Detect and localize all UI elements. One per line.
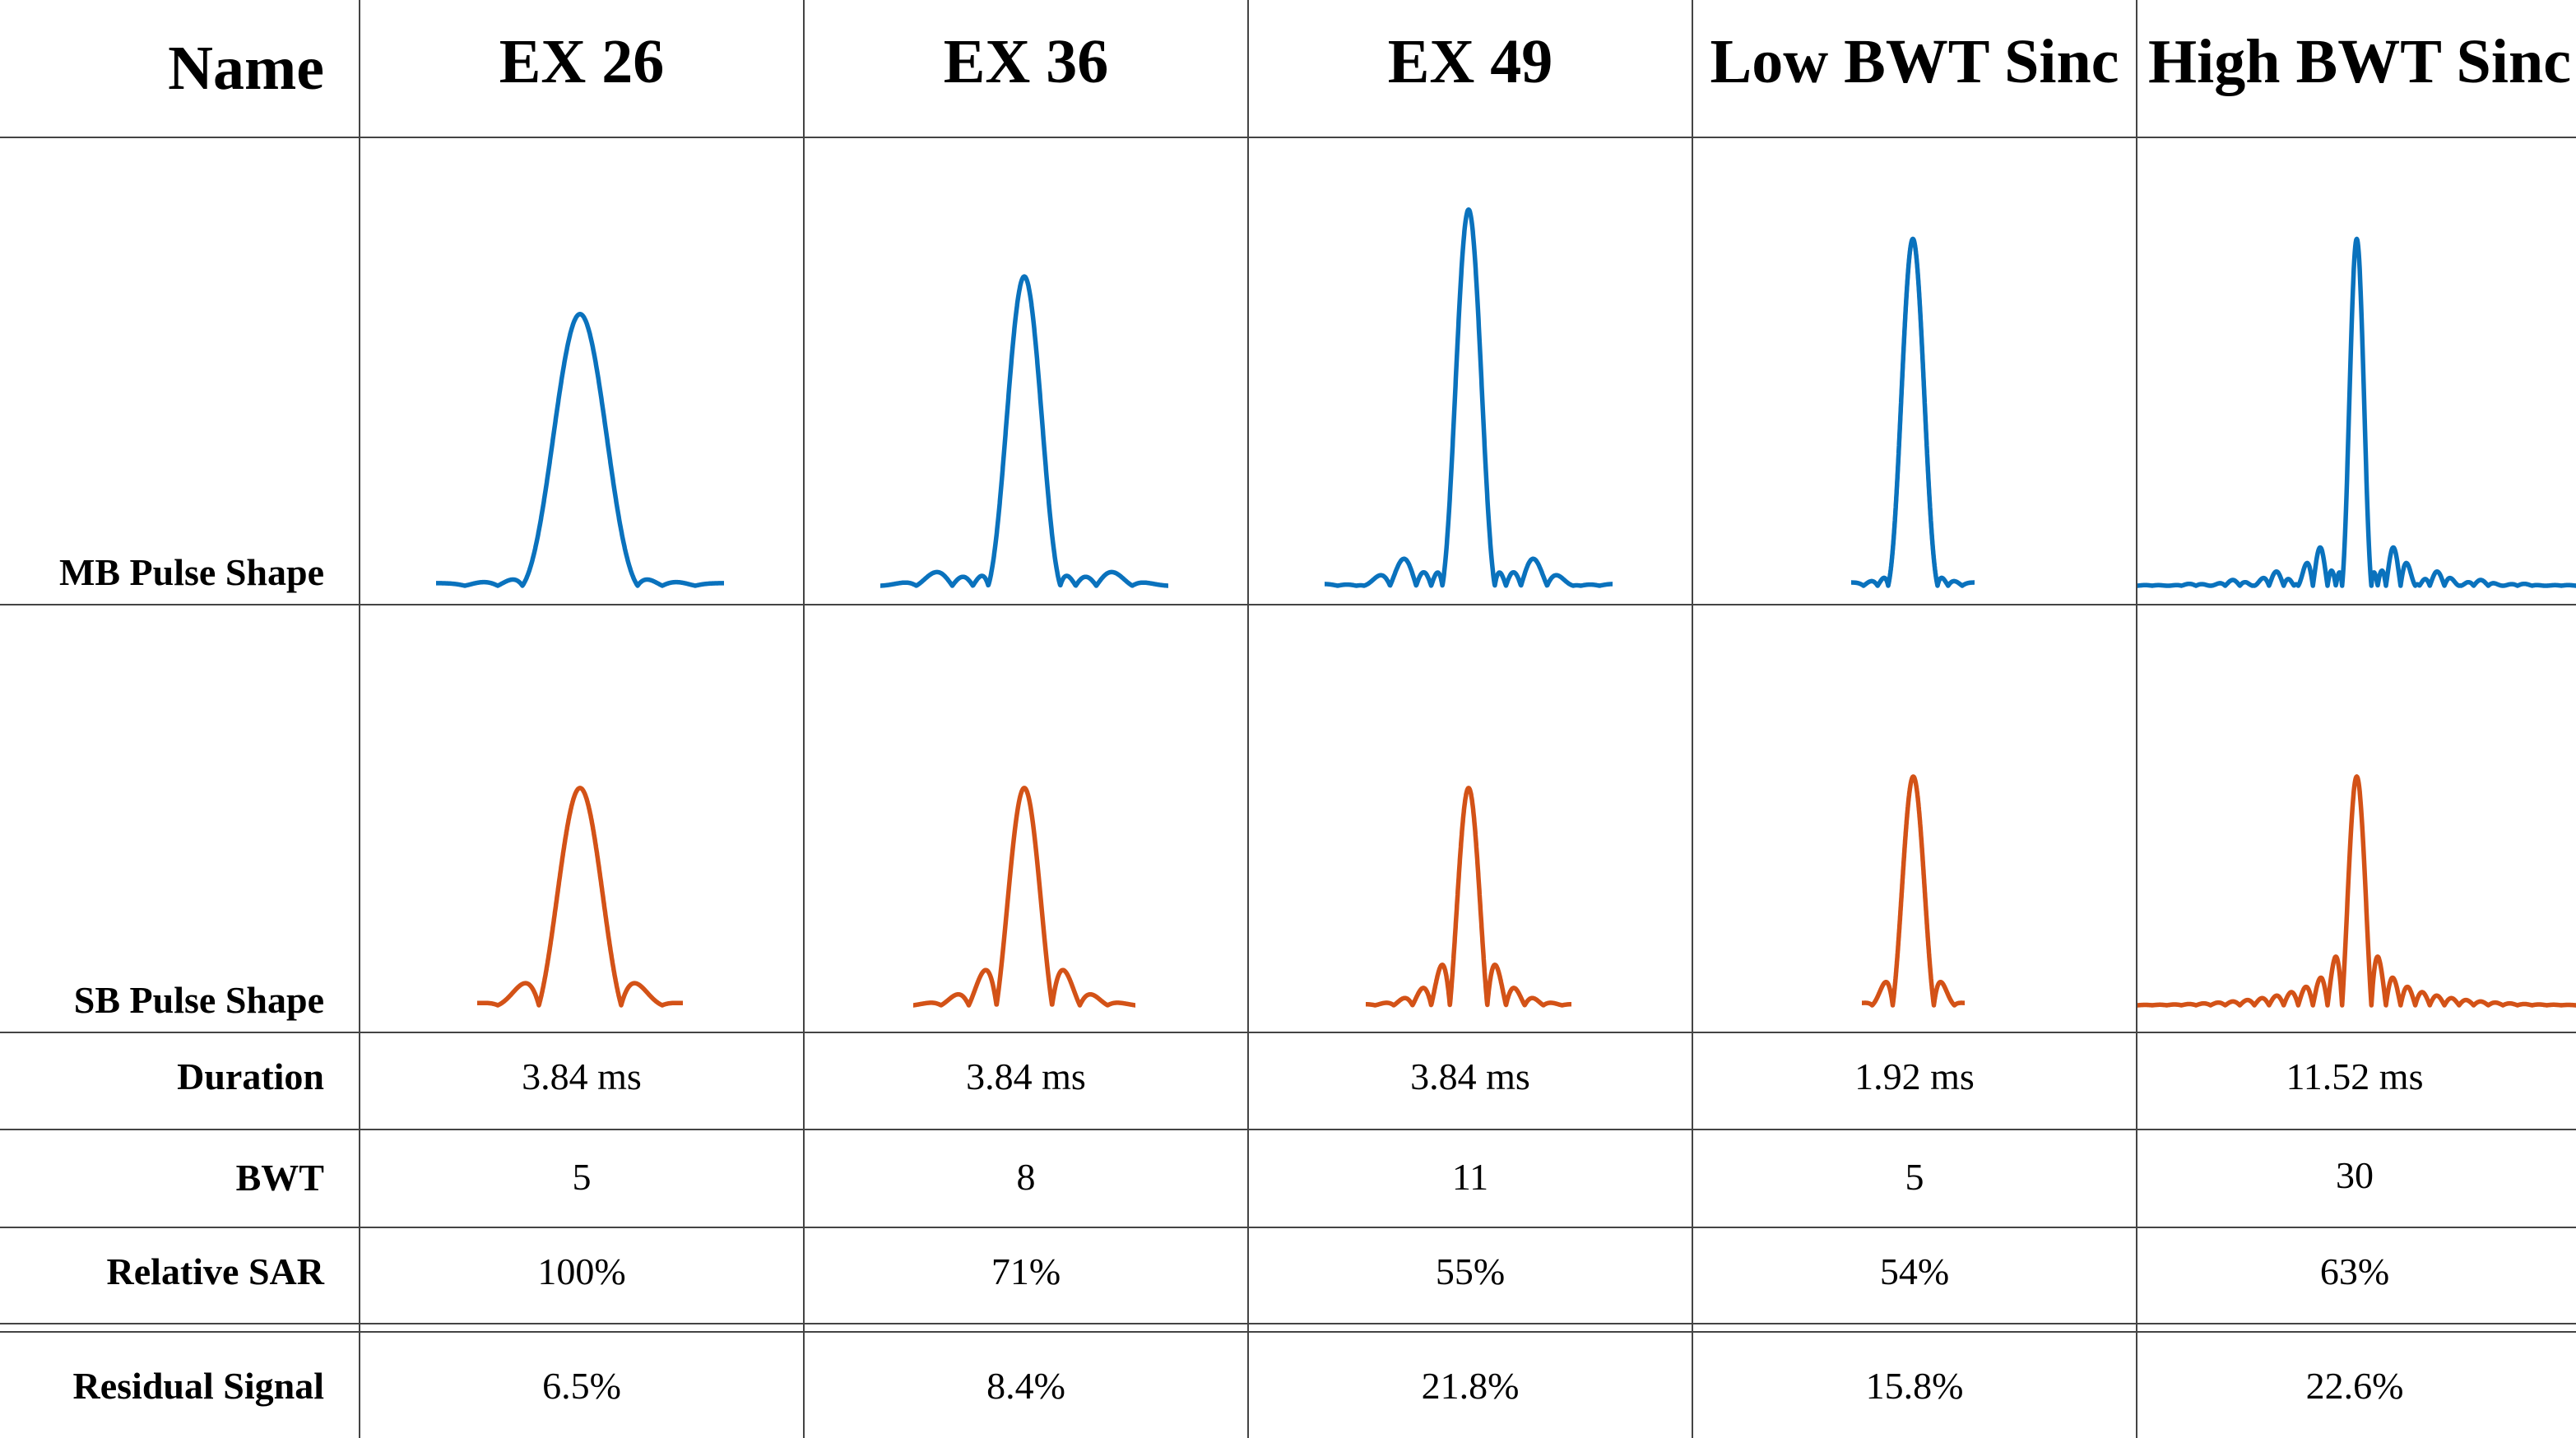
mb-pulse-curve bbox=[436, 312, 724, 588]
relative-sar-value: 54% bbox=[1879, 1250, 1950, 1292]
row-label-bwt: BWT bbox=[235, 1156, 324, 1199]
duration-value: 1.92 ms bbox=[1854, 1055, 1975, 1097]
grid-line bbox=[0, 1129, 2576, 1130]
header-name-label: Name bbox=[168, 33, 324, 103]
grid-line bbox=[0, 1032, 2576, 1033]
bwt-value: 5 bbox=[1905, 1155, 1924, 1198]
mb-pulse-shape-plot bbox=[2137, 236, 2576, 588]
sb-pulse-shape-plot bbox=[1366, 786, 1571, 1008]
row-label-duration: Duration bbox=[177, 1055, 324, 1097]
sb-pulse-curve bbox=[2137, 774, 2576, 1008]
bwt-value: 30 bbox=[2336, 1153, 2374, 1196]
bwt-value: 8 bbox=[1016, 1155, 1036, 1198]
row-label-residual-signal: Residual Signal bbox=[72, 1364, 325, 1407]
residual-signal-value: 8.4% bbox=[986, 1364, 1065, 1407]
row-label-mb-pulse-shape: MB Pulse Shape bbox=[58, 551, 324, 593]
sb-pulse-shape-plot bbox=[477, 786, 683, 1008]
duration-value: 3.84 ms bbox=[966, 1055, 1086, 1097]
grid-line bbox=[0, 604, 2576, 605]
residual-signal-value: 21.8% bbox=[1421, 1364, 1520, 1407]
header-column-ex49: EX 49 bbox=[1387, 26, 1553, 96]
grid-line bbox=[359, 0, 360, 1438]
mb-pulse-curve bbox=[1325, 207, 1613, 588]
sb-pulse-curve bbox=[1366, 786, 1571, 1008]
relative-sar-value: 55% bbox=[1435, 1250, 1506, 1292]
header-column-ex36: EX 36 bbox=[943, 26, 1109, 96]
sb-pulse-shape-plot bbox=[1862, 774, 1965, 1008]
relative-sar-value: 100% bbox=[537, 1250, 626, 1292]
row-label-relative-sar: Relative SAR bbox=[106, 1250, 324, 1292]
residual-signal-value: 15.8% bbox=[1865, 1364, 1964, 1407]
mb-pulse-curve bbox=[1851, 236, 1975, 588]
grid-line bbox=[0, 137, 2576, 138]
bwt-value: 5 bbox=[572, 1155, 592, 1198]
grid-line bbox=[0, 1227, 2576, 1228]
grid-line bbox=[0, 1323, 2576, 1324]
grid-line bbox=[0, 1331, 2576, 1333]
residual-signal-value: 6.5% bbox=[542, 1364, 621, 1407]
duration-value: 3.84 ms bbox=[1410, 1055, 1530, 1097]
bwt-value: 11 bbox=[1451, 1155, 1489, 1198]
sb-pulse-curve bbox=[913, 786, 1135, 1008]
relative-sar-value: 71% bbox=[991, 1250, 1061, 1292]
grid-line bbox=[1247, 0, 1249, 1438]
row-label-sb-pulse-shape: SB Pulse Shape bbox=[73, 979, 324, 1021]
grid-line bbox=[2136, 0, 2137, 1438]
residual-signal-value: 22.6% bbox=[2305, 1364, 2404, 1407]
mb-pulse-curve bbox=[2137, 236, 2576, 588]
sb-pulse-shape-plot bbox=[2137, 774, 2576, 1008]
duration-value: 11.52 ms bbox=[2286, 1055, 2424, 1097]
duration-value: 3.84 ms bbox=[522, 1055, 642, 1097]
mb-pulse-curve bbox=[880, 274, 1168, 588]
mb-pulse-shape-plot bbox=[1851, 236, 1975, 588]
header-column-ex26: EX 26 bbox=[499, 26, 665, 96]
mb-pulse-shape-plot bbox=[880, 274, 1168, 588]
relative-sar-value: 63% bbox=[2319, 1250, 2390, 1292]
grid-line bbox=[803, 0, 805, 1438]
sb-pulse-curve bbox=[477, 786, 683, 1008]
sb-pulse-curve bbox=[1862, 774, 1965, 1008]
grid-line bbox=[1692, 0, 1693, 1438]
mb-pulse-shape-plot bbox=[436, 312, 724, 588]
mb-pulse-shape-plot bbox=[1325, 207, 1613, 588]
header-column-high-bwt-sinc: High BWT Sinc bbox=[2148, 26, 2571, 96]
header-column-low-bwt-sinc: Low BWT Sinc bbox=[1710, 26, 2119, 96]
sb-pulse-shape-plot bbox=[913, 786, 1135, 1008]
